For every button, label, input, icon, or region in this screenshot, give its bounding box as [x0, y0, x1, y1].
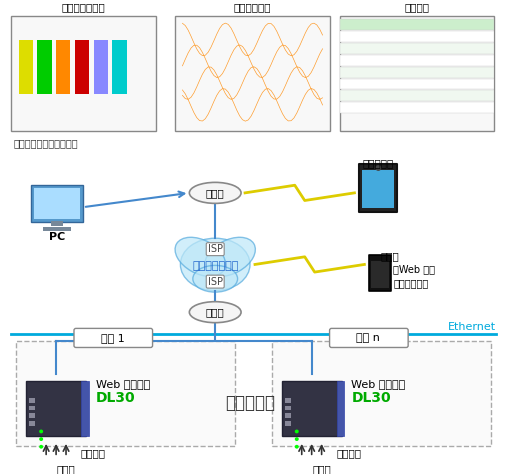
Circle shape [295, 429, 299, 433]
Bar [51, 220, 63, 226]
Text: 帳票画面: 帳票画面 [404, 2, 429, 12]
Text: ISP: ISP [208, 244, 223, 254]
Ellipse shape [205, 237, 256, 276]
Text: ルータ: ルータ [206, 307, 225, 317]
Bar [363, 170, 394, 208]
Ellipse shape [193, 265, 238, 292]
Text: 状態信号: 状態信号 [337, 448, 361, 458]
FancyBboxPatch shape [74, 328, 153, 347]
Text: トレンド画面: トレンド画面 [234, 2, 271, 12]
Circle shape [39, 445, 43, 449]
Bar [175, 16, 330, 131]
Bar [29, 413, 35, 418]
Bar [29, 421, 35, 426]
Text: ・・・・・: ・・・・・ [225, 394, 275, 412]
FancyBboxPatch shape [330, 328, 408, 347]
Ellipse shape [175, 237, 226, 276]
Circle shape [295, 437, 299, 441]
Text: ISP: ISP [208, 277, 223, 287]
Bar [337, 381, 344, 436]
Ellipse shape [189, 301, 241, 323]
Bar [26, 381, 86, 436]
Bar [359, 164, 397, 212]
Text: ユーザ定義画面: ユーザ定義画面 [61, 2, 105, 12]
Circle shape [375, 165, 381, 171]
Bar [272, 341, 491, 446]
Circle shape [39, 437, 43, 441]
Bar [36, 460, 96, 474]
Circle shape [39, 429, 43, 433]
Bar [285, 421, 291, 426]
Bar [285, 413, 291, 418]
Text: ・画像はイメージです。: ・画像はイメージです。 [13, 138, 78, 148]
Bar [29, 406, 35, 410]
Text: ルータ: ルータ [206, 188, 225, 198]
Bar [29, 398, 35, 403]
Bar [292, 460, 351, 474]
Text: ・メール通報: ・メール通報 [393, 278, 428, 288]
Circle shape [295, 445, 299, 449]
Text: 状態信号: 状態信号 [81, 448, 106, 458]
Text: タブレット: タブレット [363, 158, 394, 169]
Bar [340, 16, 494, 131]
Text: DL30: DL30 [96, 391, 135, 405]
Text: インターネット: インターネット [192, 261, 238, 271]
Text: 蓄電池: 蓄電池 [312, 465, 331, 474]
Bar [11, 16, 156, 131]
Text: DL30: DL30 [351, 391, 391, 405]
Text: PC: PC [49, 232, 65, 242]
Text: Web ロガー２: Web ロガー２ [351, 379, 406, 389]
Ellipse shape [189, 182, 241, 203]
Bar [43, 227, 71, 231]
Ellipse shape [180, 238, 250, 291]
Text: ・Web 監視: ・Web 監視 [393, 264, 435, 274]
Bar [285, 398, 291, 403]
Bar [16, 341, 235, 446]
Bar [370, 255, 391, 291]
Text: Ethernet: Ethernet [448, 322, 496, 332]
Text: スマホ: スマホ [380, 251, 399, 261]
Bar [34, 188, 80, 219]
Text: Web ロガー２: Web ロガー２ [96, 379, 150, 389]
Bar [282, 381, 342, 436]
Bar [371, 261, 389, 288]
Text: 装置 n: 装置 n [356, 333, 380, 343]
Bar [285, 406, 291, 410]
Text: 蓄電池: 蓄電池 [57, 465, 76, 474]
Text: 装置 1: 装置 1 [101, 333, 125, 343]
Bar [81, 381, 89, 436]
Bar [31, 185, 83, 221]
